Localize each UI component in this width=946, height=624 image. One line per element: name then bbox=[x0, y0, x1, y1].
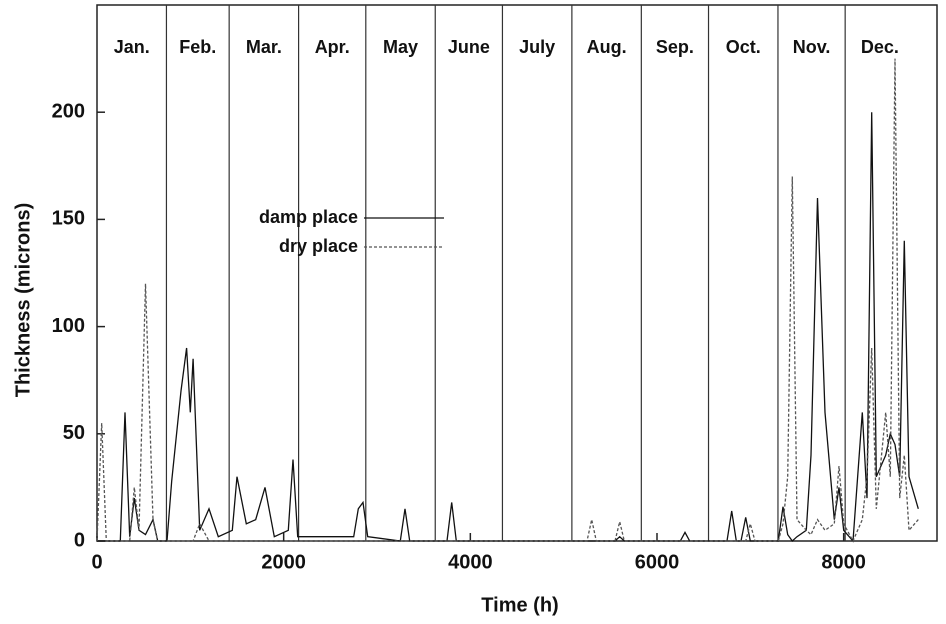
x-axis-label: Time (h) bbox=[481, 594, 558, 616]
month-label: Dec. bbox=[861, 37, 899, 57]
month-label: June bbox=[448, 37, 490, 57]
data-line bbox=[96, 58, 919, 543]
y-tick-label: 0 bbox=[74, 529, 85, 551]
legend-label: damp place bbox=[259, 207, 358, 227]
x-tick-label: 8000 bbox=[821, 551, 866, 573]
month-label: July bbox=[519, 37, 555, 57]
x-tick-label: 0 bbox=[91, 551, 102, 573]
month-label: Aug. bbox=[587, 37, 627, 57]
legend-label: dry place bbox=[279, 236, 358, 256]
x-tick-label: 2000 bbox=[261, 551, 306, 573]
data-line bbox=[97, 112, 919, 543]
month-label: Apr. bbox=[315, 37, 350, 57]
month-label: Mar. bbox=[246, 37, 282, 57]
x-tick-label: 6000 bbox=[635, 551, 680, 573]
month-label: Oct. bbox=[726, 37, 761, 57]
month-label: Nov. bbox=[793, 37, 831, 57]
y-tick-label: 100 bbox=[52, 315, 85, 337]
y-axis-label: Thickness (microns) bbox=[12, 203, 34, 398]
x-tick-label: 4000 bbox=[448, 551, 493, 573]
month-label: Jan. bbox=[114, 37, 150, 57]
y-tick-label: 150 bbox=[52, 208, 85, 230]
month-label: May bbox=[383, 37, 418, 57]
month-label: Sep. bbox=[656, 37, 694, 57]
y-tick-label: 50 bbox=[63, 422, 85, 444]
month-label: Feb. bbox=[179, 37, 216, 57]
y-tick-label: 200 bbox=[52, 100, 85, 122]
